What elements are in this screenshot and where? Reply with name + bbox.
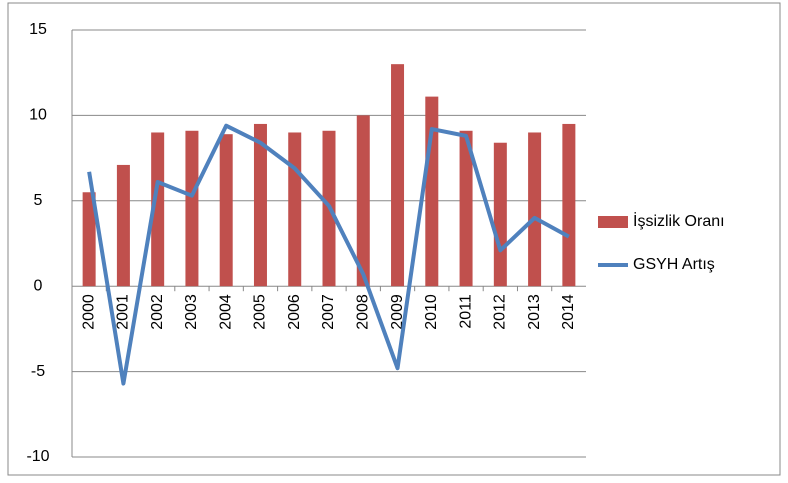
bar — [391, 64, 405, 287]
bar — [151, 132, 165, 287]
x-tick-label: 2014 — [560, 294, 577, 330]
legend-swatch — [598, 216, 628, 228]
x-tick-label: 2005 — [252, 294, 269, 330]
bar — [288, 132, 302, 287]
legend-label: İşsizlik Oranı — [633, 211, 725, 230]
x-tick-label: 2003 — [183, 294, 200, 330]
x-tick-label: 2004 — [217, 294, 234, 330]
line — [87, 123, 570, 386]
x-tick-label: 2007 — [320, 294, 337, 330]
x-tick-label: 2006 — [286, 294, 303, 330]
x-tick-label: 2010 — [423, 294, 440, 330]
bar — [219, 134, 233, 287]
y-tick-label: 15 — [29, 21, 47, 38]
bar — [493, 142, 507, 287]
y-tick-label: -10 — [26, 448, 49, 465]
y-tick-label: 0 — [34, 277, 43, 294]
y-tick-label: 5 — [34, 192, 43, 209]
bar — [528, 132, 542, 287]
x-tick-label: 2008 — [354, 294, 371, 330]
x-tick-label: 2001 — [115, 294, 132, 330]
bar — [356, 115, 370, 287]
bar — [459, 130, 473, 287]
bar — [116, 164, 130, 287]
x-tick-label: 2013 — [526, 294, 543, 330]
y-tick-label: -5 — [31, 363, 45, 380]
bar — [253, 123, 267, 287]
bar — [562, 123, 576, 287]
bar — [82, 192, 96, 287]
y-tick-label: 10 — [29, 107, 47, 124]
x-tick-label: 2012 — [492, 294, 509, 330]
x-tick-label: 2009 — [389, 294, 406, 330]
bar — [185, 130, 199, 287]
x-tick-label: 2011 — [457, 294, 474, 329]
legend-label: GSYH Artış — [633, 256, 715, 273]
bar — [425, 96, 439, 287]
x-tick-label: 2002 — [149, 294, 166, 330]
x-tick-label: 2000 — [80, 294, 97, 330]
